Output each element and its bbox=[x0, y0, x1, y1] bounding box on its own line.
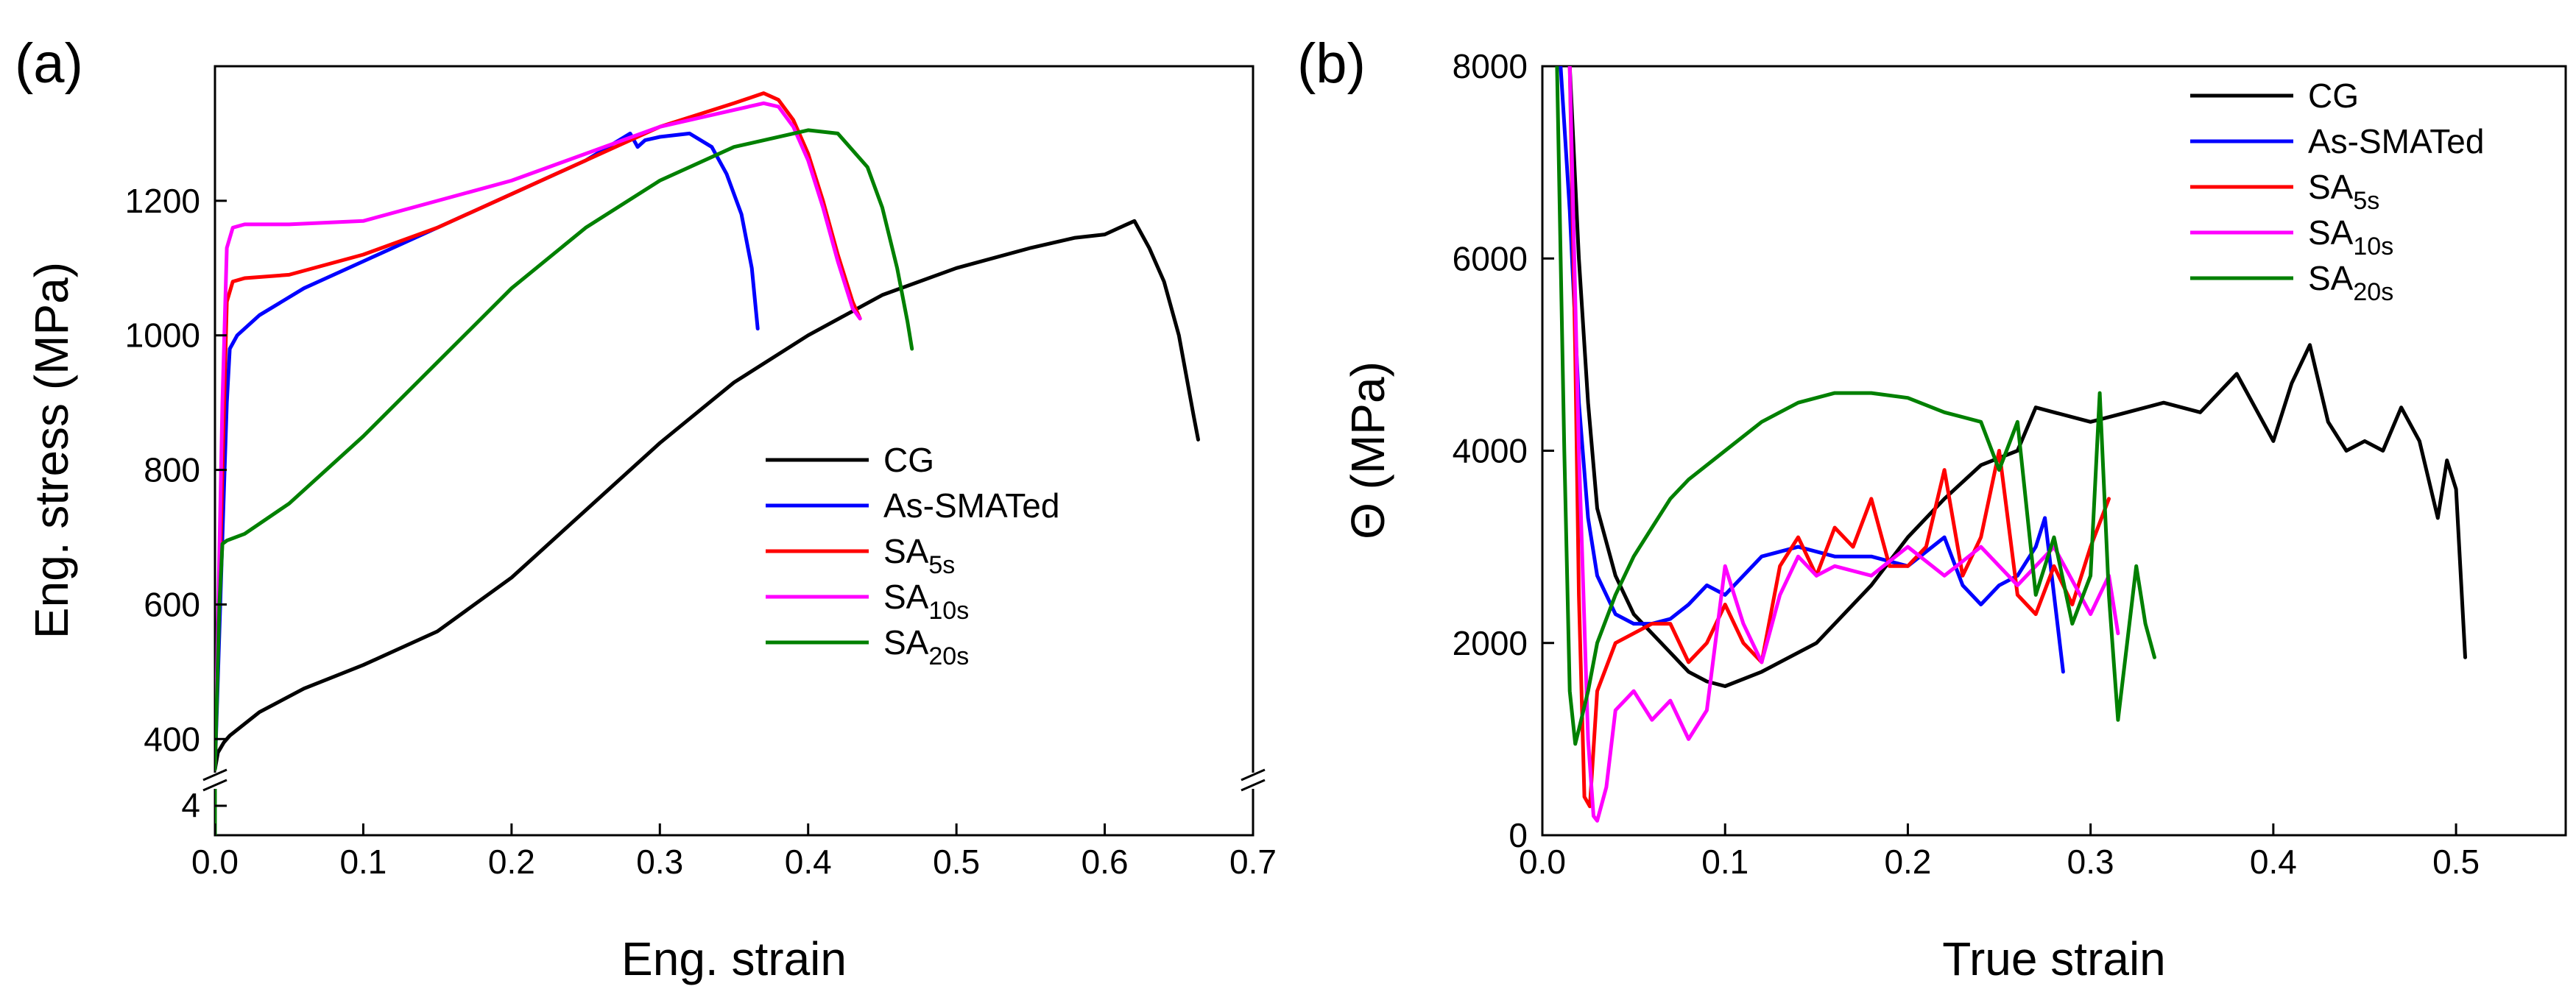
legend-label-subscript: 10s bbox=[928, 597, 969, 625]
legend-label: SA10s bbox=[883, 578, 969, 625]
series-line-sa10s bbox=[215, 101, 862, 771]
y-tick-label: 2000 bbox=[1453, 624, 1528, 662]
legend-label: SA10s bbox=[2308, 213, 2393, 261]
series-line-cg bbox=[215, 219, 1200, 771]
legend-label-subscript: 10s bbox=[2353, 233, 2393, 261]
x-tick-label: 0.7 bbox=[1229, 843, 1277, 881]
legend-item: SA10s bbox=[2190, 213, 2393, 261]
series-line-sa10s bbox=[1567, 66, 2120, 823]
panel-b-y-axis-label: Θ (MPa) bbox=[1341, 361, 1394, 539]
panel-a-axis-break bbox=[202, 768, 1266, 807]
series-line-sa5s bbox=[215, 91, 862, 771]
y-tick-label: 400 bbox=[144, 720, 200, 758]
y-tick-label: 1200 bbox=[125, 182, 200, 220]
panel-a-series-group bbox=[215, 91, 1200, 835]
y-tick-label: 6000 bbox=[1453, 239, 1528, 277]
series-line-as-smated bbox=[215, 131, 760, 771]
legend-item: SA10s bbox=[766, 578, 969, 625]
legend-item: SA20s bbox=[2190, 259, 2393, 306]
series-line-cg bbox=[1567, 66, 2467, 688]
x-tick-label: 0.4 bbox=[785, 843, 832, 881]
legend-label-subscript: 5s bbox=[928, 551, 955, 579]
legend-item: SA5s bbox=[766, 532, 955, 579]
legend-label: As-SMATed bbox=[883, 486, 1059, 525]
x-tick-label: 0.0 bbox=[191, 843, 239, 881]
panel-a-x-axis-label: Eng. strain bbox=[621, 932, 847, 985]
x-tick-label: 0.2 bbox=[488, 843, 535, 881]
panel-a-x-ticks: 0.0 0.1 0.2 0.3 0.4 0.5 0.6 0.7 bbox=[191, 823, 1277, 881]
x-tick-label: 0.3 bbox=[2067, 843, 2114, 881]
panel-a-frame bbox=[214, 65, 1255, 837]
panel-a-label: (a) bbox=[15, 32, 83, 95]
legend-label: SA5s bbox=[2308, 168, 2379, 215]
legend-label: As-SMATed bbox=[2308, 122, 2484, 160]
legend-label: CG bbox=[2308, 77, 2359, 115]
panel-b-chart: (b) 0.0 0.1 0.2 0.3 0.4 0.5 0 2000 4000 6000 8000… bbox=[1297, 32, 2567, 985]
series-line-as-smated bbox=[1559, 66, 2065, 674]
x-tick-label: 0.2 bbox=[1884, 843, 1931, 881]
y-tick-label: 600 bbox=[144, 585, 200, 623]
legend-item: SA5s bbox=[2190, 168, 2379, 215]
legend-label-subscript: 20s bbox=[2353, 278, 2393, 306]
x-tick-label: 0.3 bbox=[636, 843, 683, 881]
legend-label: SA20s bbox=[2308, 259, 2393, 306]
legend-item: CG bbox=[2190, 77, 2359, 115]
x-tick-label: 0.4 bbox=[2250, 843, 2297, 881]
x-tick-label: 0.5 bbox=[2432, 843, 2480, 881]
x-tick-label: 0.1 bbox=[339, 843, 387, 881]
axis-break-mark bbox=[202, 779, 227, 792]
legend-label: SA5s bbox=[883, 532, 955, 579]
legend-item: As-SMATed bbox=[766, 486, 1059, 525]
legend-item: As-SMATed bbox=[2190, 122, 2484, 160]
panel-a-y-ticks: 400 600 800 1000 1200 bbox=[125, 182, 227, 758]
panel-b-frame bbox=[1541, 65, 2567, 837]
axis-break-mark bbox=[1241, 779, 1266, 792]
y-tick-label: 800 bbox=[144, 451, 200, 489]
panel-b-x-ticks: 0.0 0.1 0.2 0.3 0.4 0.5 bbox=[1519, 823, 2480, 881]
series-line-sa5s bbox=[1567, 66, 2111, 809]
x-tick-label: 0.0 bbox=[1519, 843, 1566, 881]
series-line-sa20s bbox=[215, 128, 914, 771]
panel-b-x-axis-label: True strain bbox=[1942, 932, 2166, 985]
legend-label-subscript: 5s bbox=[2353, 187, 2379, 215]
panel-b-series-group bbox=[1555, 66, 2467, 823]
panel-a-break-tick-label: 4 bbox=[181, 786, 200, 824]
y-tick-label: 0 bbox=[1508, 816, 1528, 854]
x-tick-label: 0.5 bbox=[933, 843, 980, 881]
panel-b-y-ticks: 0 2000 4000 6000 8000 bbox=[1453, 47, 1554, 854]
panel-a-y-axis-label: Eng. stress (MPa) bbox=[25, 262, 78, 639]
y-tick-label: 4000 bbox=[1453, 432, 1528, 470]
panel-b-label: (b) bbox=[1297, 32, 1366, 95]
x-tick-label: 0.1 bbox=[1701, 843, 1748, 881]
legend-label-subscript: 20s bbox=[928, 642, 969, 670]
x-tick-label: 0.6 bbox=[1081, 843, 1129, 881]
legend-label: SA20s bbox=[883, 623, 969, 670]
legend-item: SA20s bbox=[766, 623, 969, 670]
y-tick-label: 1000 bbox=[125, 316, 200, 355]
panel-a-chart: (a) 0.0 0.1 0.2 0.3 0.4 0.5 0.6 0.7 400 600 800 10… bbox=[15, 32, 1277, 985]
axis-break-mark bbox=[202, 768, 227, 782]
legend-label: CG bbox=[883, 441, 934, 479]
y-tick-label: 8000 bbox=[1453, 47, 1528, 85]
legend-item: CG bbox=[766, 441, 934, 479]
series-line-sa20s bbox=[1555, 66, 2156, 746]
axis-break-mark bbox=[1241, 768, 1266, 782]
